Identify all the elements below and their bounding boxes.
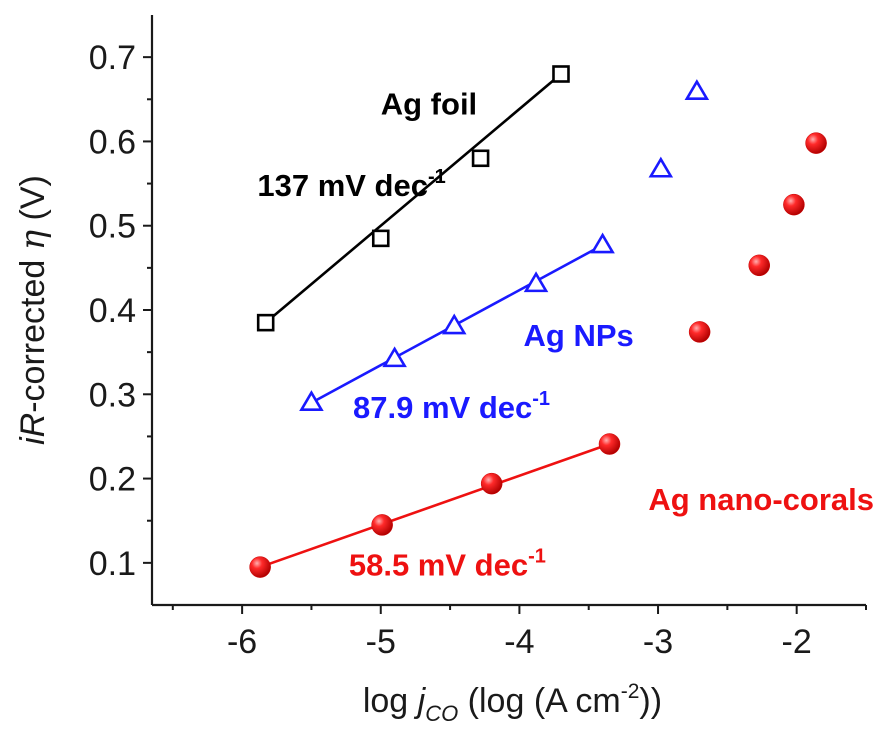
annotations: Ag foil 137 mV dec-1 Ag NPs 87.9 mV dec-1 Ag…	[257, 86, 874, 582]
ag-nano-corals-point	[805, 132, 827, 154]
x-tick-label: -5	[366, 623, 396, 661]
ag-foil-point	[471, 149, 490, 168]
ag-nps-point	[299, 390, 324, 412]
nps-label-text: Ag NPs	[524, 318, 634, 353]
corals-slope-text: 58.5 mV dec-1	[349, 546, 546, 583]
ag-nano-corals-point	[748, 254, 770, 277]
ag-foil-point	[256, 313, 275, 332]
ag-nano-corals-point	[371, 514, 393, 536]
ag-nps-point	[684, 79, 710, 100]
ag-nps-point	[382, 346, 407, 368]
ag-nps-point	[441, 313, 467, 335]
y-tick-label: 0.3	[89, 376, 136, 414]
y-tick-label: 0.4	[89, 292, 136, 330]
y-tick-label: 0.6	[89, 123, 136, 161]
y-tick-label: 0.5	[89, 208, 136, 246]
x-tick-label: -3	[643, 623, 673, 661]
axes: 0.1 0.2 0.3 0.4 0.5 0.6 0.7 -6 -5 -4 -3 -2 log jCO (…	[13, 15, 867, 726]
y-tick-label: 0.1	[89, 545, 136, 583]
ag-nano-corals-point	[783, 193, 805, 216]
x-tick-label: -4	[504, 623, 534, 661]
ag-foil-fit-line	[264, 73, 562, 324]
ag-nps-point	[648, 156, 674, 178]
corals-label-text: Ag nano-corals	[648, 482, 874, 517]
data-markers	[249, 65, 827, 578]
ag-foil-point	[371, 229, 390, 248]
y-axis-title: iR-corrected η (V)	[13, 175, 53, 445]
y-tick-label: 0.7	[89, 39, 136, 77]
ag-nano-corals-point	[480, 472, 503, 495]
x-tick-label: -6	[227, 623, 257, 661]
ag-nano-corals-point	[598, 433, 621, 455]
foil-label-text: Ag foil	[381, 86, 477, 121]
y-tick-label: 0.2	[89, 461, 136, 499]
x-axis-title: log jCO (log (A cm-2))	[363, 680, 662, 726]
ag-foil-point	[552, 65, 570, 83]
ag-nps-point	[523, 271, 549, 293]
ag-nps-point	[590, 232, 615, 254]
foil-slope-text: 137 mV dec-1	[257, 166, 445, 203]
nps-slope-text: 87.9 mV dec-1	[353, 388, 550, 425]
ag-nano-corals-point	[688, 321, 711, 343]
x-tick-label: -2	[782, 623, 812, 661]
ag-nano-corals-point	[249, 556, 271, 578]
ag-nano-corals-fit-line	[259, 442, 610, 569]
